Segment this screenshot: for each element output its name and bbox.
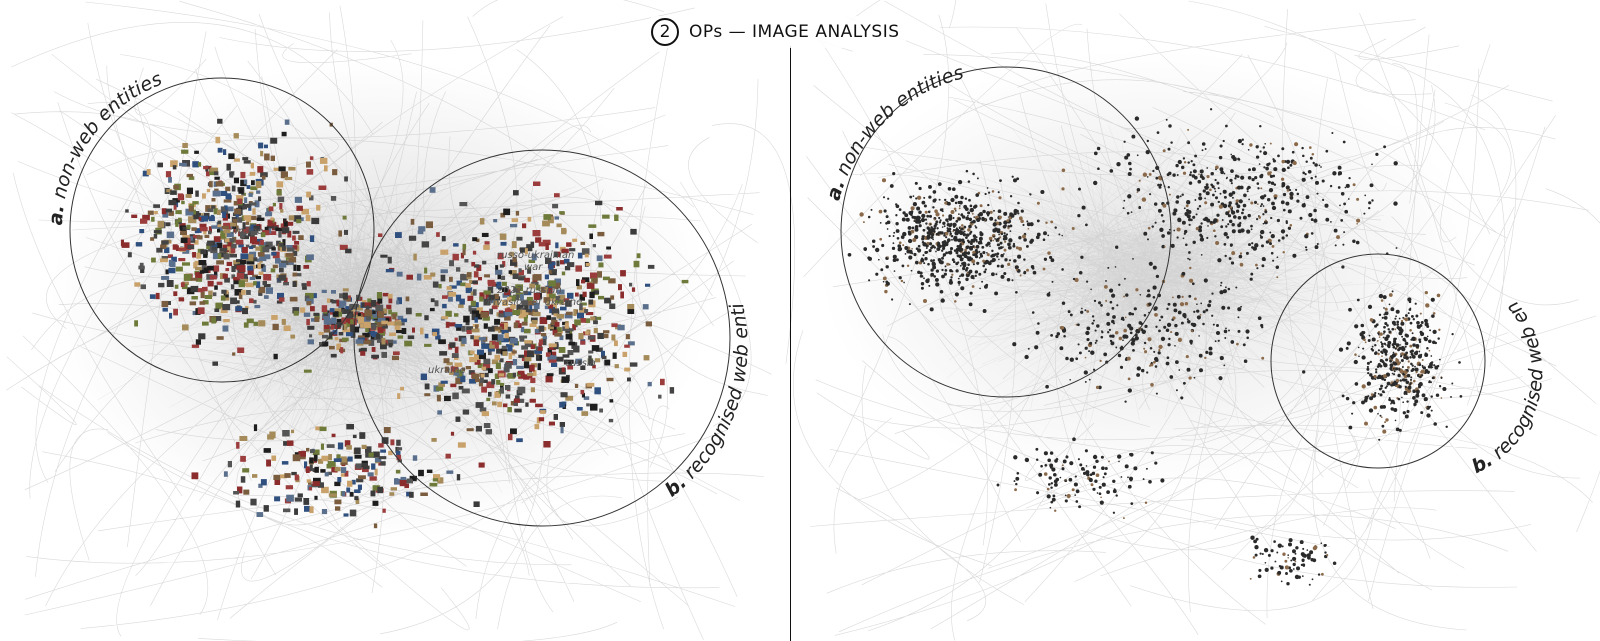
- node-label-war-2: war: [524, 262, 543, 273]
- left-cluster-a-circle: [69, 77, 375, 383]
- network-nodes: [120, 108, 1463, 586]
- node-label-war-1: russo-ukrainian: [497, 250, 574, 261]
- left-cluster-b-circle: [353, 149, 731, 527]
- section-number-badge: 2: [651, 18, 679, 46]
- right-cluster-b-circle: [1270, 253, 1486, 469]
- right-cluster-a-circle: [840, 66, 1172, 398]
- header: 2 OPs — IMAGE ANALYSIS: [651, 16, 906, 48]
- node-label-russia: russia: [566, 358, 596, 369]
- node-label-ukraine: ukraine: [428, 365, 466, 376]
- node-label-invasion-1: 2022 russian: [497, 285, 562, 296]
- cluster-circles: [69, 66, 1486, 527]
- page-title: OPs — IMAGE ANALYSIS: [689, 22, 900, 42]
- panel-divider: [790, 46, 792, 641]
- node-label-invasion-2: invasion of ukraine: [487, 297, 582, 308]
- node-labels: image russo-ukrainian war 2022 russian i…: [232, 226, 596, 376]
- cluster-glow: [50, 50, 1480, 540]
- node-label-image: image: [232, 226, 263, 237]
